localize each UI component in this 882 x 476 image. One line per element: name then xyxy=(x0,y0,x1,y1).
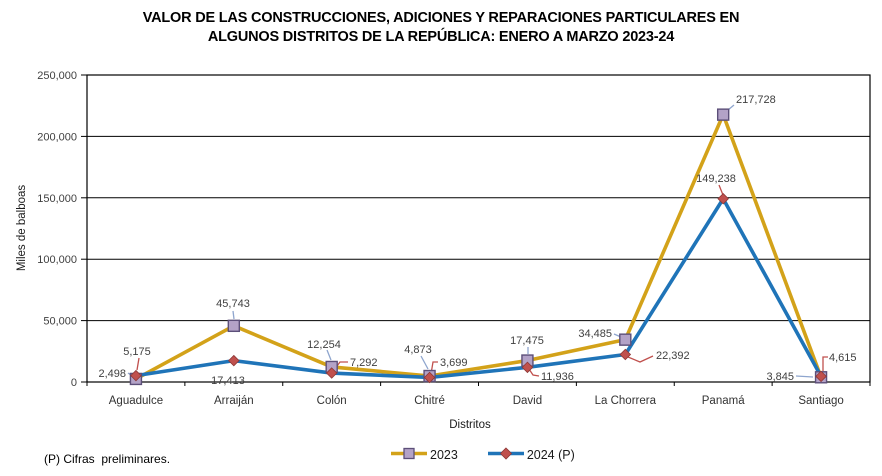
legend-swatch-2024-icon xyxy=(487,447,524,463)
y-axis-tick-labels: 0 50,000 100,000 150,000 200,000 250,000 xyxy=(37,70,77,389)
plot-border xyxy=(86,74,871,383)
legend-item-2024: 2024 (P) xyxy=(487,447,575,463)
svg-text:22,392: 22,392 xyxy=(656,350,690,362)
svg-text:5,175: 5,175 xyxy=(123,346,151,358)
svg-text:Santiago: Santiago xyxy=(798,395,843,407)
gridlines xyxy=(87,74,870,383)
svg-text:Arraiján: Arraiján xyxy=(214,395,254,407)
svg-text:7,292: 7,292 xyxy=(350,357,378,369)
svg-text:250,000: 250,000 xyxy=(37,70,77,82)
x-axis-category-labels: Aguadulce Arraiján Colón Chitré David La Chor… xyxy=(109,395,844,407)
svg-text:100,000: 100,000 xyxy=(37,254,77,266)
svg-text:17,475: 17,475 xyxy=(510,335,544,347)
legend-item-2023: 2023 xyxy=(391,447,458,463)
data-label-leader-lines xyxy=(127,104,828,378)
data-labels: 2,498 45,743 12,254 4,873 17,475 34,485 217,72… xyxy=(98,94,856,387)
svg-text:150,000: 150,000 xyxy=(37,193,77,205)
svg-text:12,254: 12,254 xyxy=(307,339,341,351)
svg-text:Aguadulce: Aguadulce xyxy=(109,395,163,407)
svg-text:217,728: 217,728 xyxy=(736,94,776,106)
svg-text:4,873: 4,873 xyxy=(404,344,432,356)
legend-label-2024: 2024 (P) xyxy=(526,448,575,462)
svg-text:3,845: 3,845 xyxy=(766,371,794,383)
svg-text:2,498: 2,498 xyxy=(98,368,126,380)
chart-title: VALOR DE LAS CONSTRUCCIONES, ADICIONES Y… xyxy=(0,9,882,46)
x-axis-title: Distritos xyxy=(449,419,491,431)
series-markers-2023 xyxy=(129,108,828,386)
svg-text:149,238: 149,238 xyxy=(696,173,736,185)
legend: 2023 2024 (P) xyxy=(391,447,575,463)
svg-text:Colón: Colón xyxy=(317,395,347,407)
series-line-2023 xyxy=(134,112,823,381)
chart-title-line2: ALGUNOS DISTRITOS DE LA REPÚBLICA: ENERO… xyxy=(207,28,675,45)
svg-text:34,485: 34,485 xyxy=(578,328,612,340)
svg-text:0: 0 xyxy=(71,377,77,389)
svg-text:11,936: 11,936 xyxy=(541,371,574,383)
chart-title-line1: VALOR DE LAS CONSTRUCCIONES, ADICIONES Y… xyxy=(142,10,740,26)
legend-swatch-2023-icon xyxy=(391,447,427,463)
svg-text:200,000: 200,000 xyxy=(37,131,77,143)
svg-text:17,413: 17,413 xyxy=(211,375,245,387)
svg-text:3,699: 3,699 xyxy=(440,357,468,369)
svg-text:David: David xyxy=(513,395,542,407)
svg-text:Chitré: Chitré xyxy=(414,395,445,407)
legend-label-2023: 2023 xyxy=(430,448,458,462)
svg-text:4,615: 4,615 xyxy=(829,352,857,364)
series-markers-2024 xyxy=(130,192,827,384)
svg-text:45,743: 45,743 xyxy=(216,298,250,310)
svg-text:La Chorrera: La Chorrera xyxy=(595,395,657,407)
footnote: (P) Cifras preliminares. xyxy=(44,452,171,466)
axis-ticks xyxy=(81,74,871,386)
svg-text:Panamá: Panamá xyxy=(702,395,745,407)
series-line-2024 xyxy=(134,196,823,380)
svg-text:50,000: 50,000 xyxy=(43,316,77,328)
